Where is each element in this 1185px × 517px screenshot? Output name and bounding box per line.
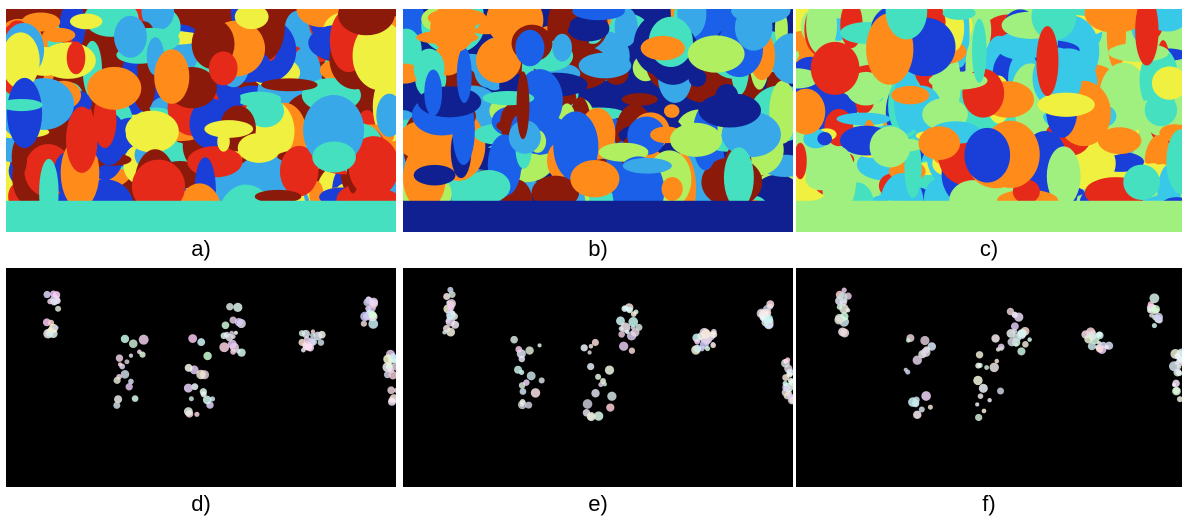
image-panel [796,268,1182,487]
panel-label: f) [796,491,1182,517]
panel-label: b) [403,236,793,262]
image [403,268,793,487]
image-panel [403,268,793,487]
image-panel [796,9,1182,232]
image [6,9,396,232]
image-panel [6,9,396,232]
image-panel [6,268,396,487]
image [6,268,396,487]
panel-label: e) [403,491,793,517]
panel-label: c) [796,236,1182,262]
image [796,9,1182,232]
panel-label: d) [6,491,396,517]
image-panel [403,9,793,232]
image [403,9,793,232]
panel-label: a) [6,236,396,262]
image [796,268,1182,487]
figure: a) b)c) d) e)f) [0,0,1185,516]
